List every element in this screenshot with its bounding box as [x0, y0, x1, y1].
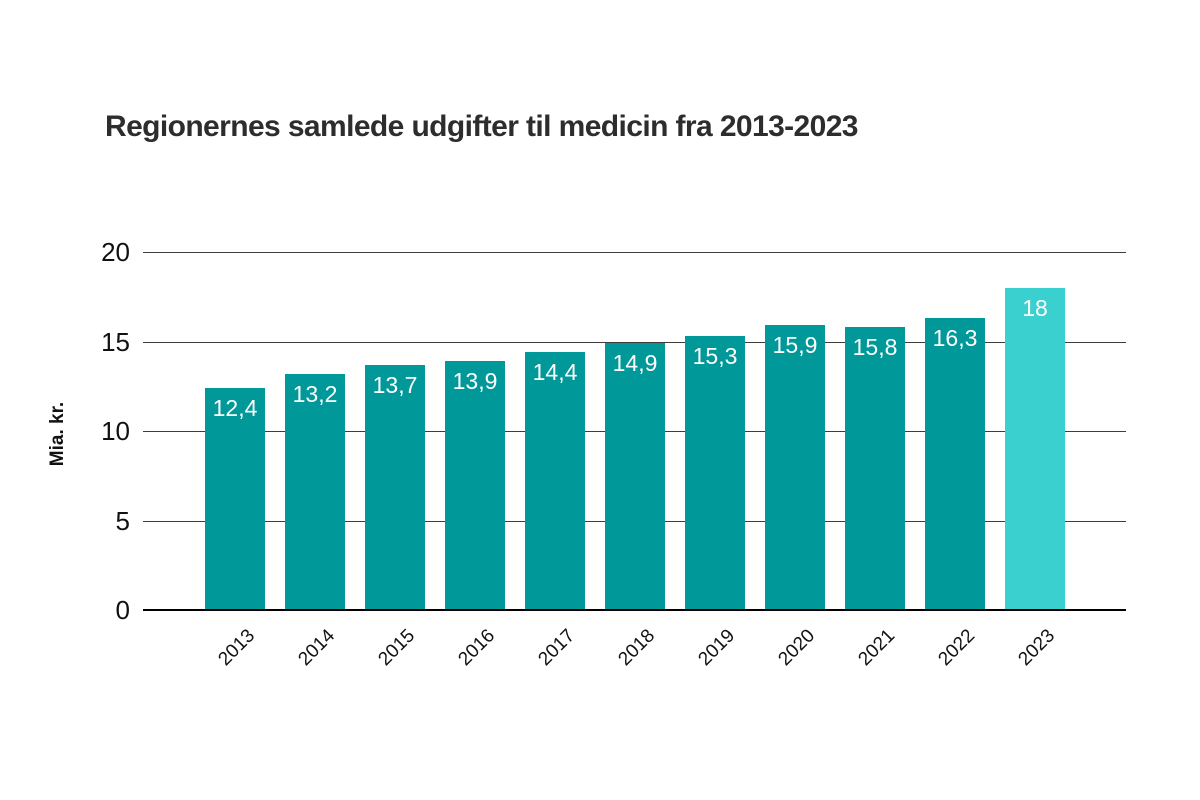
x-tick-label-2021: 2021: [854, 625, 900, 671]
bar-2015: 13,7: [365, 364, 425, 610]
bar-value-label: 13,2: [292, 380, 338, 407]
bar-2016: 13,9: [445, 361, 505, 610]
chart-title: Regionernes samlede udgifter til medicin…: [105, 110, 858, 143]
y-tick-label-5: 5: [115, 505, 130, 536]
x-tick-label-2014: 2014: [294, 625, 340, 671]
bar-2018: 14,9: [605, 343, 665, 610]
bar-2022: 16,3: [925, 318, 985, 610]
bar-value-label: 14,4: [532, 359, 578, 386]
y-tick-label-0: 0: [115, 595, 130, 625]
x-tick-label-2017: 2017: [534, 625, 580, 671]
bar-value-label: 16,3: [932, 325, 978, 352]
x-tick-label-2020: 2020: [774, 625, 820, 671]
bar-value-label: 14,9: [612, 350, 658, 377]
x-tick-label-2022: 2022: [934, 625, 980, 671]
gridline-20: [143, 252, 1126, 253]
x-tick-label-2013: 2013: [214, 625, 260, 671]
x-tick-label-2019: 2019: [694, 625, 740, 671]
y-tick-label-20: 20: [101, 237, 130, 267]
bar-2014: 13,2: [285, 373, 345, 610]
bar-value-label: 15,8: [852, 334, 898, 361]
bar-value-label: 18: [1022, 294, 1048, 321]
bar-value-label: 12,4: [212, 395, 258, 422]
bar-value-label: 13,7: [372, 371, 418, 398]
y-tick-label-15: 15: [101, 326, 130, 357]
bar-2023: 18: [1005, 287, 1065, 610]
x-axis-line: [143, 609, 1126, 611]
bar-2021: 15,8: [845, 327, 905, 610]
x-tick-label-2015: 2015: [374, 625, 420, 671]
x-tick-label-2018: 2018: [614, 625, 660, 671]
bar-2017: 14,4: [525, 352, 585, 610]
bar-value-label: 15,3: [692, 343, 738, 370]
x-tick-label-2023: 2023: [1014, 625, 1060, 671]
gridline-15: [143, 341, 1126, 343]
bar-value-label: 13,9: [452, 368, 498, 395]
bar-value-label: 15,9: [772, 332, 818, 359]
bar-2019: 15,3: [685, 336, 745, 610]
x-tick-label-2016: 2016: [454, 625, 500, 671]
y-tick-label-10: 10: [101, 416, 130, 446]
plot-area: 12,4 13,2 13,7 13,9 14,4 14,9 15,3 15,9 15,8 16,3…: [143, 252, 1126, 611]
bar-2013: 12,4: [205, 388, 265, 610]
bar-2020: 15,9: [765, 325, 825, 610]
